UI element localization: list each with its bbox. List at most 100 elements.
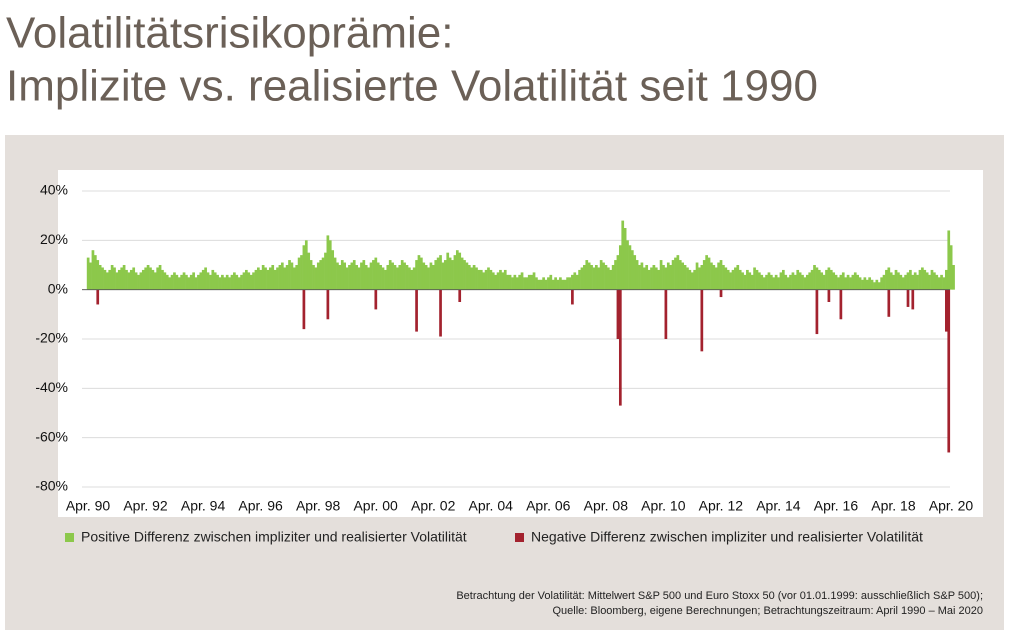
bar xyxy=(664,289,668,339)
bar xyxy=(443,260,447,290)
bar xyxy=(343,262,347,290)
bar xyxy=(777,277,780,290)
bar xyxy=(604,265,608,290)
bar xyxy=(654,267,658,290)
bar xyxy=(422,262,426,290)
bar xyxy=(571,274,574,290)
bar xyxy=(554,277,557,290)
bar xyxy=(659,260,663,290)
bar xyxy=(228,277,231,290)
bar xyxy=(618,245,622,290)
bar xyxy=(417,255,421,290)
x-tick-label: Apr. 96 xyxy=(238,498,283,514)
bar xyxy=(408,267,411,290)
bar xyxy=(566,277,569,290)
bar xyxy=(870,279,874,290)
bar xyxy=(774,274,778,290)
bar xyxy=(257,267,260,290)
y-tick-label: 40% xyxy=(40,182,68,198)
bar xyxy=(892,274,895,290)
bar xyxy=(583,265,586,290)
bar xyxy=(439,255,442,290)
x-tick-label: Apr. 16 xyxy=(814,498,859,514)
bar xyxy=(767,272,771,290)
bar xyxy=(899,274,903,290)
bar xyxy=(369,262,373,290)
bar xyxy=(398,265,402,290)
x-tick-label: Apr. 08 xyxy=(584,498,629,514)
bar xyxy=(374,289,378,310)
bar xyxy=(141,269,145,290)
bar xyxy=(182,272,186,290)
x-tick-label: Apr. 94 xyxy=(181,498,226,514)
bar xyxy=(458,252,462,290)
bar xyxy=(499,269,502,290)
bar xyxy=(952,265,955,290)
bar xyxy=(700,289,704,352)
bar xyxy=(793,274,797,290)
y-tick-label: -80% xyxy=(35,478,68,494)
bar xyxy=(683,265,687,290)
bar xyxy=(693,269,696,290)
bar xyxy=(213,272,217,290)
bar xyxy=(415,260,418,290)
bar xyxy=(688,269,692,290)
bar xyxy=(901,277,905,290)
bar xyxy=(326,289,330,320)
bar xyxy=(542,277,545,290)
x-tick-label: Apr. 90 xyxy=(66,498,111,514)
bar xyxy=(578,269,581,290)
footnote: Quelle: Bloomberg, eigene Berechnungen; … xyxy=(553,605,984,617)
bar xyxy=(571,289,574,305)
bar xyxy=(280,262,284,290)
bar xyxy=(436,257,440,290)
bar xyxy=(518,274,521,290)
bar xyxy=(949,245,953,290)
bar xyxy=(887,289,891,317)
bar xyxy=(563,279,567,290)
bar xyxy=(384,269,387,290)
bar xyxy=(885,269,888,290)
bar xyxy=(448,257,452,290)
x-tick-label: Apr. 12 xyxy=(699,498,744,514)
bar xyxy=(209,274,212,290)
bar xyxy=(357,267,361,290)
bar xyxy=(815,267,819,290)
bar xyxy=(592,267,596,290)
bar xyxy=(736,265,740,290)
bar xyxy=(96,260,100,290)
bar xyxy=(218,277,222,290)
bar xyxy=(271,265,275,290)
bar xyxy=(770,274,773,290)
bar xyxy=(652,265,656,290)
bar xyxy=(645,265,649,290)
plot-area xyxy=(58,170,983,517)
bar xyxy=(573,272,577,290)
bar xyxy=(381,267,385,290)
bar xyxy=(463,260,466,290)
bar xyxy=(595,265,598,290)
bar xyxy=(211,269,215,290)
bar xyxy=(103,269,107,290)
bar xyxy=(125,269,128,290)
x-tick-label: Apr. 10 xyxy=(641,498,686,514)
bar xyxy=(616,289,620,339)
bar xyxy=(484,269,488,290)
x-tick-label: Apr. 14 xyxy=(756,498,801,514)
bar xyxy=(633,255,637,290)
bar xyxy=(489,269,493,290)
bar xyxy=(909,269,912,290)
bar xyxy=(827,267,831,290)
legend-label: Positive Differenz zwischen impliziter u… xyxy=(81,529,467,545)
bar xyxy=(151,269,155,290)
bar xyxy=(647,269,651,290)
bar xyxy=(765,274,768,290)
bar xyxy=(599,260,603,290)
bar xyxy=(331,250,335,290)
bar xyxy=(880,277,883,290)
bar xyxy=(707,257,711,290)
bar xyxy=(137,274,140,290)
bar xyxy=(429,262,433,290)
bar xyxy=(559,277,562,290)
bar xyxy=(89,262,92,290)
